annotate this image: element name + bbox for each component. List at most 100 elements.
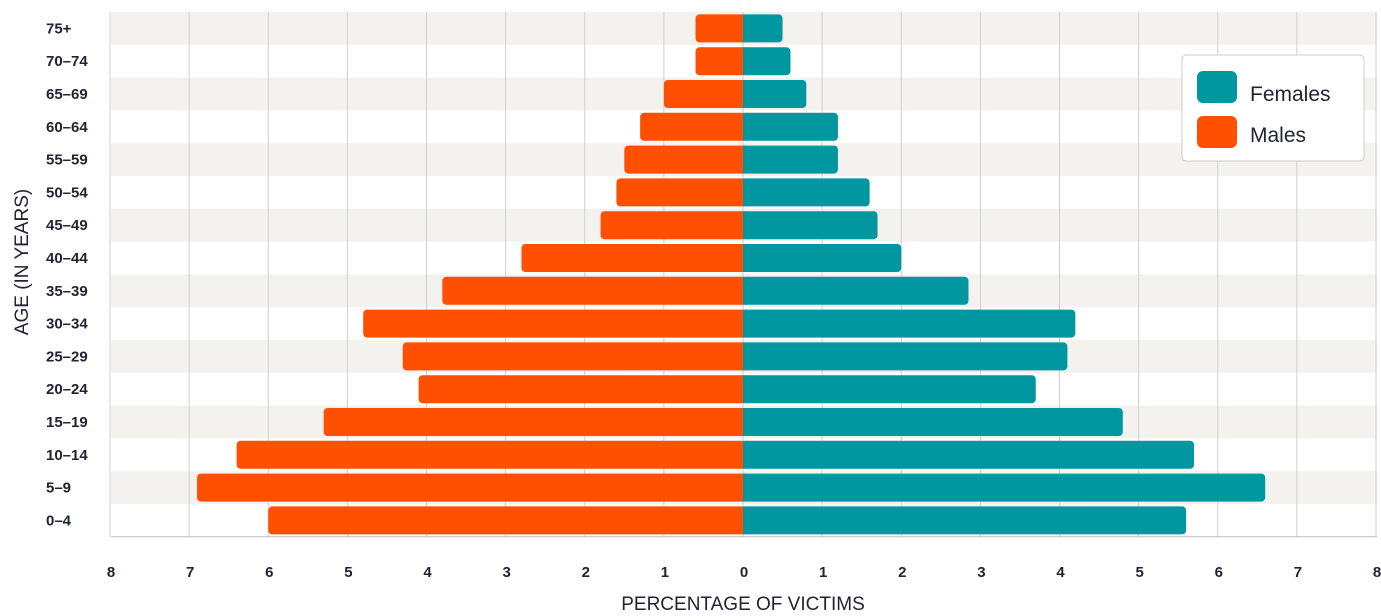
y-tick-label: 30–34 <box>46 316 88 333</box>
x-tick-label: 3 <box>977 564 985 581</box>
bar-males-55-59 <box>624 145 743 174</box>
x-tick-label: 2 <box>898 564 906 581</box>
bar-males-25-29 <box>402 342 743 371</box>
bar-females-55-59 <box>743 145 838 174</box>
bar-males-20-24 <box>418 375 743 404</box>
bar-joint <box>743 375 747 404</box>
bar-males-50-54 <box>616 178 743 207</box>
bar-females-0-4 <box>743 506 1187 535</box>
y-tick-label: 25–29 <box>46 348 88 365</box>
y-tick-label: 15–19 <box>46 414 88 431</box>
bar-joint <box>739 440 743 469</box>
x-tick-label: 4 <box>423 564 432 581</box>
x-tick-label: 1 <box>819 564 827 581</box>
bar-males-0-4 <box>268 506 743 535</box>
y-tick-label: 5–9 <box>46 480 71 497</box>
bar-joint <box>743 244 747 272</box>
x-tick-label: 6 <box>265 564 273 581</box>
bar-joint <box>739 473 743 502</box>
bar-joint <box>739 276 743 305</box>
bar-joint <box>739 408 743 436</box>
bar-joint <box>743 80 747 108</box>
bars <box>197 14 1266 535</box>
x-tick-labels: 8 7 6 5 4 3 2 1 0 1 2 3 4 5 6 7 8 <box>107 564 1381 581</box>
bar-females-25-29 <box>743 342 1068 371</box>
y-tick-label: 10–14 <box>46 447 88 464</box>
x-tick-label: 3 <box>502 564 510 581</box>
x-tick-label: 4 <box>1056 564 1065 581</box>
bar-females-75 <box>743 14 783 43</box>
bar-females-35-39 <box>743 276 969 305</box>
bar-joint <box>743 112 747 141</box>
y-tick-label: 40–44 <box>46 250 88 267</box>
legend-swatch-females <box>1197 71 1237 103</box>
bar-joint <box>743 506 747 535</box>
y-tick-label: 65–69 <box>46 86 88 103</box>
bar-joint <box>743 47 747 76</box>
y-tick-labels: 75+ 70–74 65–69 60–64 55–59 50–54 45–49 40–44 35… <box>46 20 88 529</box>
x-tick-label: 5 <box>1135 564 1143 581</box>
bar-joint <box>743 276 747 305</box>
bar-males-40-44 <box>521 244 743 272</box>
x-tick-label: 8 <box>1373 564 1381 581</box>
y-tick-label: 45–49 <box>46 217 88 234</box>
legend: Females Males <box>1181 54 1365 162</box>
bar-joint <box>739 80 743 108</box>
x-tick-label: 1 <box>661 564 669 581</box>
bar-males-10-14 <box>236 440 743 469</box>
x-tick-label: 2 <box>582 564 590 581</box>
bar-males-45-49 <box>600 211 743 240</box>
bar-females-65-69 <box>743 80 807 108</box>
y-tick-label: 35–39 <box>46 283 88 300</box>
y-tick-label: 75+ <box>46 20 72 37</box>
bar-males-60-64 <box>640 112 743 141</box>
y-tick-label: 20–24 <box>46 381 88 398</box>
y-tick-label: 70–74 <box>46 53 88 70</box>
bar-joint <box>739 506 743 535</box>
bar-females-10-14 <box>743 440 1195 469</box>
bar-females-60-64 <box>743 112 838 141</box>
x-tick-label: 5 <box>344 564 352 581</box>
bar-joint <box>739 145 743 174</box>
bar-females-20-24 <box>743 375 1036 404</box>
bar-females-45-49 <box>743 211 878 240</box>
bar-joint <box>743 408 747 436</box>
bar-females-5-9 <box>743 473 1266 502</box>
bar-females-15-19 <box>743 408 1123 436</box>
x-tick-label: 0 <box>740 564 748 581</box>
bar-joint <box>743 211 747 240</box>
bar-joint <box>739 112 743 141</box>
bar-joint <box>739 375 743 404</box>
bar-males-5-9 <box>197 473 744 502</box>
bar-joint <box>743 440 747 469</box>
bar-males-35-39 <box>442 276 743 305</box>
x-tick-label: 8 <box>107 564 115 581</box>
bar-joint <box>743 342 747 371</box>
y-tick-label: 50–54 <box>46 184 88 201</box>
bar-females-70-74 <box>743 47 791 76</box>
bar-joint <box>743 14 747 43</box>
bar-joint <box>739 211 743 240</box>
x-tick-label: 7 <box>186 564 194 581</box>
y-tick-label: 0–4 <box>46 512 72 529</box>
bar-joint <box>739 178 743 207</box>
bar-females-50-54 <box>743 178 870 207</box>
x-axis-title: PERCENTAGE OF VICTIMS <box>621 594 865 615</box>
x-tick-label: 6 <box>1215 564 1223 581</box>
bar-joint <box>739 309 743 338</box>
bar-joint <box>743 473 747 502</box>
bar-joint <box>743 145 747 174</box>
bar-males-65-69 <box>663 80 743 108</box>
legend-label-males: Males <box>1250 124 1306 147</box>
y-tick-label: 60–64 <box>46 119 88 136</box>
bar-joint <box>743 178 747 207</box>
bar-joint <box>739 244 743 272</box>
bar-joint <box>739 14 743 43</box>
legend-swatch-males <box>1197 116 1237 148</box>
bar-females-40-44 <box>743 244 902 272</box>
bar-males-15-19 <box>323 408 743 436</box>
bar-joint <box>739 47 743 76</box>
y-axis-title: AGE (IN YEARS) <box>12 189 33 335</box>
bar-females-30-34 <box>743 309 1076 338</box>
